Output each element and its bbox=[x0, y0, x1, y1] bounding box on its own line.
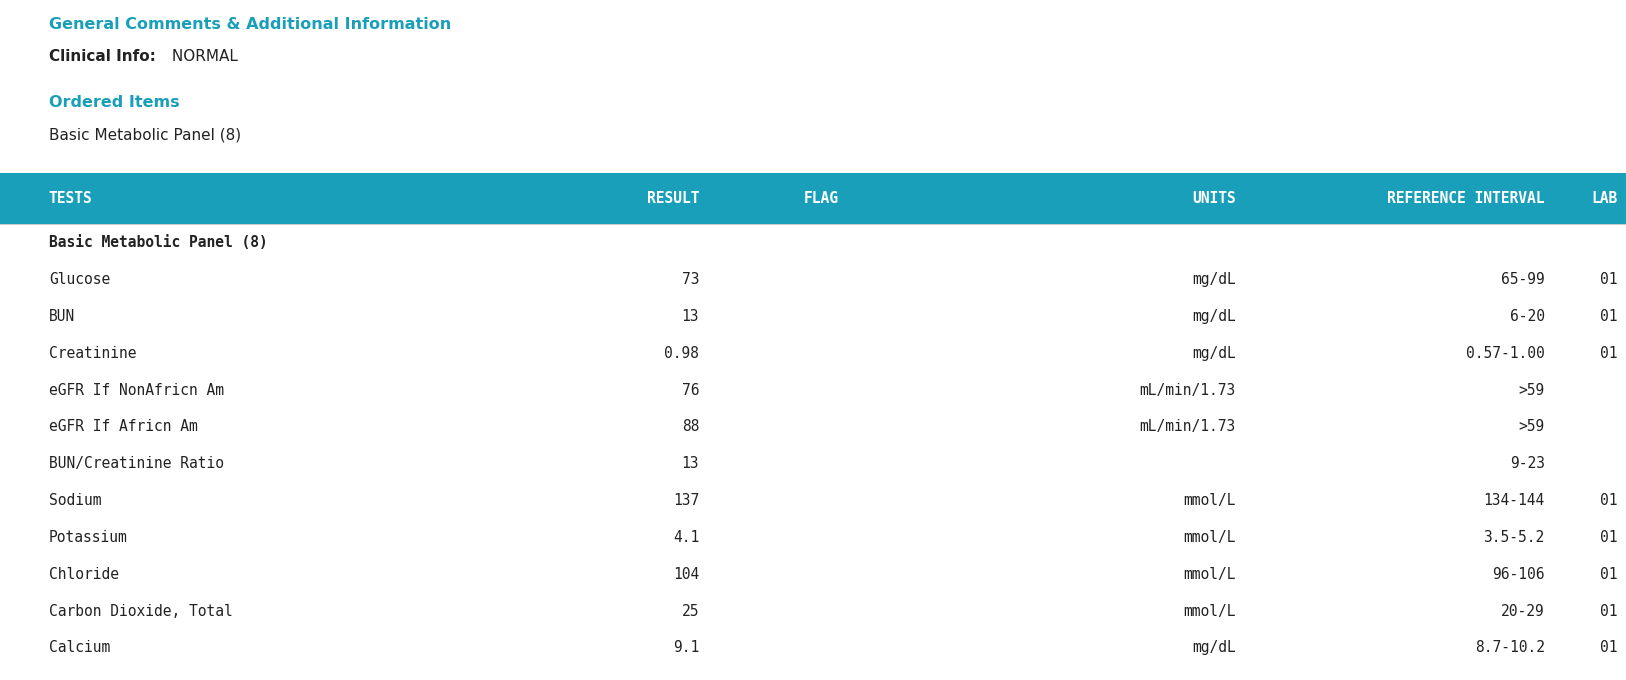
Text: Calcium: Calcium bbox=[49, 641, 111, 656]
Text: General Comments & Additional Information: General Comments & Additional Informatio… bbox=[49, 17, 450, 32]
Text: REFERENCE INTERVAL: REFERENCE INTERVAL bbox=[1387, 191, 1545, 207]
Text: 8.7-10.2: 8.7-10.2 bbox=[1475, 641, 1545, 656]
Text: 3.5-5.2: 3.5-5.2 bbox=[1483, 530, 1545, 545]
Text: mL/min/1.73: mL/min/1.73 bbox=[1140, 420, 1236, 435]
Text: 4.1: 4.1 bbox=[673, 530, 699, 545]
Text: 01: 01 bbox=[1600, 641, 1618, 656]
Text: 0.57-1.00: 0.57-1.00 bbox=[1467, 346, 1545, 361]
Text: 01: 01 bbox=[1600, 604, 1618, 619]
Text: Carbon Dioxide, Total: Carbon Dioxide, Total bbox=[49, 604, 233, 619]
Text: eGFR If NonAfricn Am: eGFR If NonAfricn Am bbox=[49, 383, 224, 398]
Text: 01: 01 bbox=[1600, 530, 1618, 545]
Text: mmol/L: mmol/L bbox=[1184, 604, 1236, 619]
Text: Clinical Info:: Clinical Info: bbox=[49, 49, 156, 64]
Text: TESTS: TESTS bbox=[49, 191, 93, 207]
Text: Basic Metabolic Panel (8): Basic Metabolic Panel (8) bbox=[49, 127, 241, 142]
Text: 01: 01 bbox=[1600, 346, 1618, 361]
Text: 6-20: 6-20 bbox=[1509, 309, 1545, 324]
Text: 88: 88 bbox=[681, 420, 699, 435]
Text: Sodium: Sodium bbox=[49, 493, 101, 508]
Text: 20-29: 20-29 bbox=[1501, 604, 1545, 619]
Text: NORMAL: NORMAL bbox=[167, 49, 239, 64]
Text: 01: 01 bbox=[1600, 309, 1618, 324]
Text: >59: >59 bbox=[1519, 383, 1545, 398]
Text: 9-23: 9-23 bbox=[1509, 456, 1545, 471]
Text: 96-106: 96-106 bbox=[1493, 567, 1545, 582]
Text: mg/dL: mg/dL bbox=[1192, 641, 1236, 656]
Text: LAB: LAB bbox=[1592, 191, 1618, 207]
Text: Creatinine: Creatinine bbox=[49, 346, 137, 361]
Text: Basic Metabolic Panel (8): Basic Metabolic Panel (8) bbox=[49, 235, 268, 250]
Text: eGFR If Africn Am: eGFR If Africn Am bbox=[49, 420, 197, 435]
Text: 0.98: 0.98 bbox=[663, 346, 699, 361]
Text: Chloride: Chloride bbox=[49, 567, 119, 582]
Text: 25: 25 bbox=[681, 604, 699, 619]
Text: 13: 13 bbox=[681, 456, 699, 471]
Text: 134-144: 134-144 bbox=[1483, 493, 1545, 508]
Text: BUN: BUN bbox=[49, 309, 75, 324]
Text: mg/dL: mg/dL bbox=[1192, 309, 1236, 324]
Text: 01: 01 bbox=[1600, 272, 1618, 287]
Text: >59: >59 bbox=[1519, 420, 1545, 435]
Text: 104: 104 bbox=[673, 567, 699, 582]
Text: Glucose: Glucose bbox=[49, 272, 111, 287]
Text: 73: 73 bbox=[681, 272, 699, 287]
Text: BUN/Creatinine Ratio: BUN/Creatinine Ratio bbox=[49, 456, 224, 471]
FancyBboxPatch shape bbox=[0, 173, 1626, 224]
Text: mmol/L: mmol/L bbox=[1184, 530, 1236, 545]
Text: 01: 01 bbox=[1600, 493, 1618, 508]
Text: FLAG: FLAG bbox=[803, 191, 839, 207]
Text: 76: 76 bbox=[681, 383, 699, 398]
Text: Ordered Items: Ordered Items bbox=[49, 95, 179, 110]
Text: mg/dL: mg/dL bbox=[1192, 346, 1236, 361]
Text: 01: 01 bbox=[1600, 567, 1618, 582]
Text: mmol/L: mmol/L bbox=[1184, 493, 1236, 508]
Text: 65-99: 65-99 bbox=[1501, 272, 1545, 287]
Text: mmol/L: mmol/L bbox=[1184, 567, 1236, 582]
Text: UNITS: UNITS bbox=[1192, 191, 1236, 207]
Text: 137: 137 bbox=[673, 493, 699, 508]
Text: mL/min/1.73: mL/min/1.73 bbox=[1140, 383, 1236, 398]
Text: RESULT: RESULT bbox=[647, 191, 699, 207]
Text: 9.1: 9.1 bbox=[673, 641, 699, 656]
Text: Potassium: Potassium bbox=[49, 530, 127, 545]
Text: mg/dL: mg/dL bbox=[1192, 272, 1236, 287]
Text: 13: 13 bbox=[681, 309, 699, 324]
